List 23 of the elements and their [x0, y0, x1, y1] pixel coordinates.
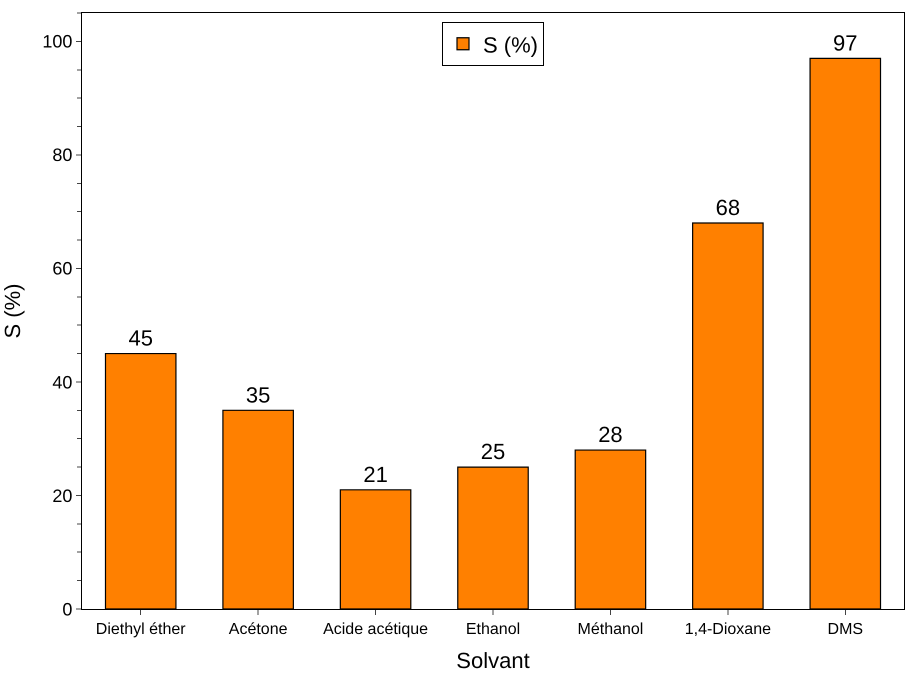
- data-label: 68: [716, 195, 740, 220]
- x-axis-title: Solvant: [456, 648, 530, 674]
- data-label: 45: [128, 326, 153, 351]
- x-tick-label: DMS: [828, 621, 864, 638]
- data-label: 28: [598, 422, 623, 448]
- y-tick-label: 20: [52, 486, 72, 506]
- data-label: 97: [833, 30, 858, 56]
- y-tick-label: 0: [62, 599, 72, 620]
- y-tick-label: 100: [42, 32, 72, 52]
- x-tick-label: Diethyl éther: [96, 621, 186, 638]
- legend-label: S (%): [483, 32, 538, 58]
- data-label: 25: [480, 439, 506, 464]
- data-label: 21: [363, 462, 388, 487]
- x-tick-label: Ethanol: [466, 621, 520, 638]
- data-label: 35: [246, 382, 270, 408]
- x-tick-label: Méthanol: [578, 621, 644, 638]
- x-tick-label: 1,4-Dioxane: [684, 621, 772, 638]
- y-tick-label: 40: [52, 372, 72, 392]
- y-tick-label: 80: [52, 145, 72, 166]
- y-axis-title: S (%): [0, 284, 26, 338]
- y-tick-label: 60: [52, 258, 72, 279]
- x-tick-label: Acide acétique: [323, 621, 428, 638]
- x-tick-label: Acétone: [228, 621, 288, 638]
